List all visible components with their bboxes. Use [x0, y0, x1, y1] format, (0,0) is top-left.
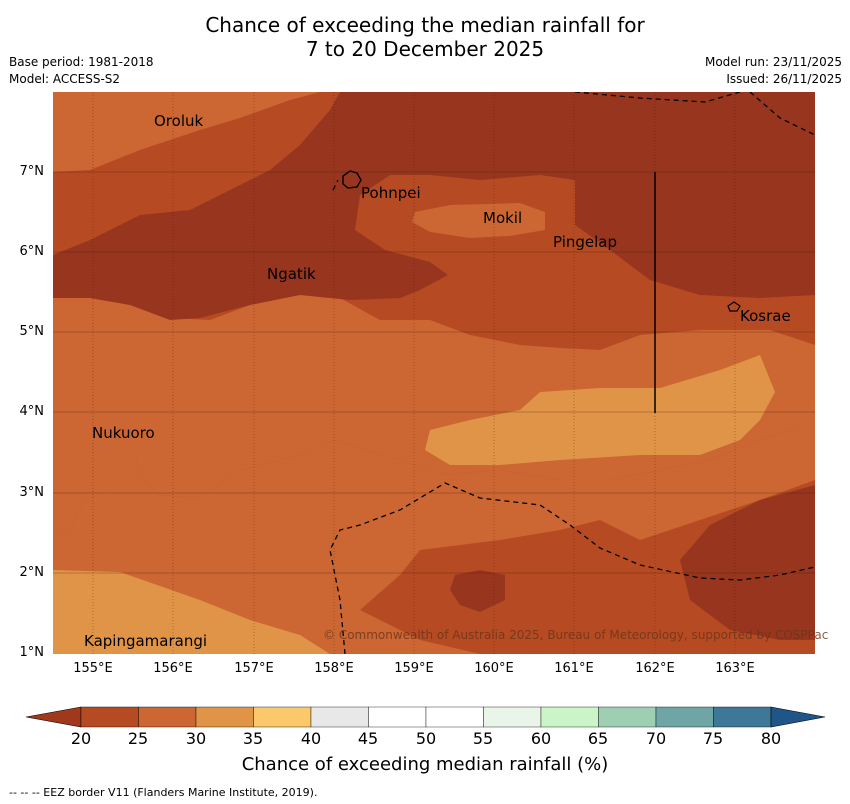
lon-label-163e: 163°E	[715, 661, 755, 676]
map-title: Chance of exceeding the median rainfall …	[0, 13, 850, 61]
contour-mokil-patch	[412, 203, 545, 238]
place-label-pingelap: Pingelap	[553, 233, 618, 251]
lon-label-159e: 159°E	[394, 661, 434, 676]
colorbar-tick-65: 65	[587, 729, 609, 748]
colorbar-segment	[655, 706, 714, 728]
contour-15-20-se	[680, 485, 815, 640]
rainfall-contours	[53, 92, 815, 654]
meta-left: Base period: 1981-2018 Model: ACCESS-S2	[9, 54, 154, 88]
lon-label-157e: 157°E	[234, 661, 274, 676]
lat-label-2n: 2°N	[19, 565, 45, 580]
colorbar-segment	[138, 706, 197, 728]
colorbar-segment	[310, 706, 369, 728]
colorbar-arrow-high	[770, 706, 826, 728]
place-label-kapingamarangi: Kapingamarangi	[84, 632, 208, 650]
contour-25-30-south	[53, 420, 815, 654]
colorbar-segment	[195, 706, 254, 728]
place-label-mokil: Mokil	[483, 209, 523, 227]
place-label-kosrae: Kosrae	[740, 307, 791, 325]
colorbar-tick-30: 30	[185, 729, 207, 748]
colorbar-segment	[253, 706, 312, 728]
contour-west-25-30	[53, 370, 335, 495]
place-label-nukuoro: Nukuoro	[92, 424, 155, 442]
colorbar-tick-50: 50	[415, 729, 437, 748]
colorbar-tick-25: 25	[127, 729, 149, 748]
place-label-pohnpei: Pohnpei	[361, 184, 421, 202]
lat-label-4n: 4°N	[19, 404, 45, 419]
title-line-2: 7 to 20 December 2025	[305, 37, 545, 61]
lat-label-1n: 1°N	[19, 645, 45, 660]
lon-label-156e: 156°E	[153, 661, 193, 676]
colorbar-tick-35: 35	[242, 729, 264, 748]
colorbar-segment	[368, 706, 427, 728]
issued-date: Issued: 26/11/2025	[726, 72, 842, 86]
contour-15-20	[53, 92, 815, 320]
graticule	[53, 92, 815, 654]
colorbar-tick-80: 80	[760, 729, 782, 748]
lat-label-3n: 3°N	[19, 485, 45, 500]
colorbar-arrow-low	[25, 706, 82, 728]
lon-label-162e: 162°E	[635, 661, 675, 676]
kosrae-island	[727, 301, 741, 312]
meta-right: Model run: 23/11/2025 Issued: 26/11/2025	[705, 54, 842, 88]
contour-15-20-blob	[450, 570, 505, 612]
lon-label-155e: 155°E	[73, 661, 113, 676]
pohnpei-island	[342, 170, 362, 189]
copyright-notice: © Commonwealth of Australia 2025, Bureau…	[323, 628, 829, 642]
colorbar-segment	[713, 706, 772, 728]
lon-label-158e: 158°E	[314, 661, 354, 676]
lat-label-5n: 5°N	[19, 324, 45, 339]
lon-label-160e: 160°E	[474, 661, 514, 676]
colorbar-segment	[80, 706, 139, 728]
colorbar-tick-55: 55	[472, 729, 494, 748]
lat-label-6n: 6°N	[19, 244, 45, 259]
lat-label-7n: 7°N	[19, 164, 45, 179]
colorbar-title: Chance of exceeding median rainfall (%)	[241, 754, 609, 775]
colorbar-tick-60: 60	[530, 729, 552, 748]
colorbar-segment	[425, 706, 484, 728]
colorbar-segment	[540, 706, 599, 728]
place-label-oroluk: Oroluk	[154, 112, 204, 130]
lon-label-161e: 161°E	[554, 661, 594, 676]
contour-30-35-kapinga	[53, 570, 330, 654]
colorbar-tick-75: 75	[702, 729, 724, 748]
colorbar-segment	[483, 706, 542, 728]
colorbar-tick-45: 45	[357, 729, 379, 748]
eez-borders	[329, 92, 815, 654]
colorbar-tick-70: 70	[645, 729, 667, 748]
base-period: Base period: 1981-2018	[9, 55, 154, 69]
place-label-ngatik: Ngatik	[267, 265, 316, 283]
colorbar-tick-40: 40	[300, 729, 322, 748]
colorbar	[25, 706, 826, 728]
eez-footnote: -- -- -- EEZ border V11 (Flanders Marine…	[9, 786, 318, 799]
model-name: Model: ACCESS-S2	[9, 72, 121, 86]
title-line-1: Chance of exceeding the median rainfall …	[205, 13, 645, 37]
model-run: Model run: 23/11/2025	[704, 55, 842, 69]
colorbar-segment	[598, 706, 657, 728]
colorbar-tick-20: 20	[70, 729, 92, 748]
contour-30-35-band	[425, 355, 775, 465]
